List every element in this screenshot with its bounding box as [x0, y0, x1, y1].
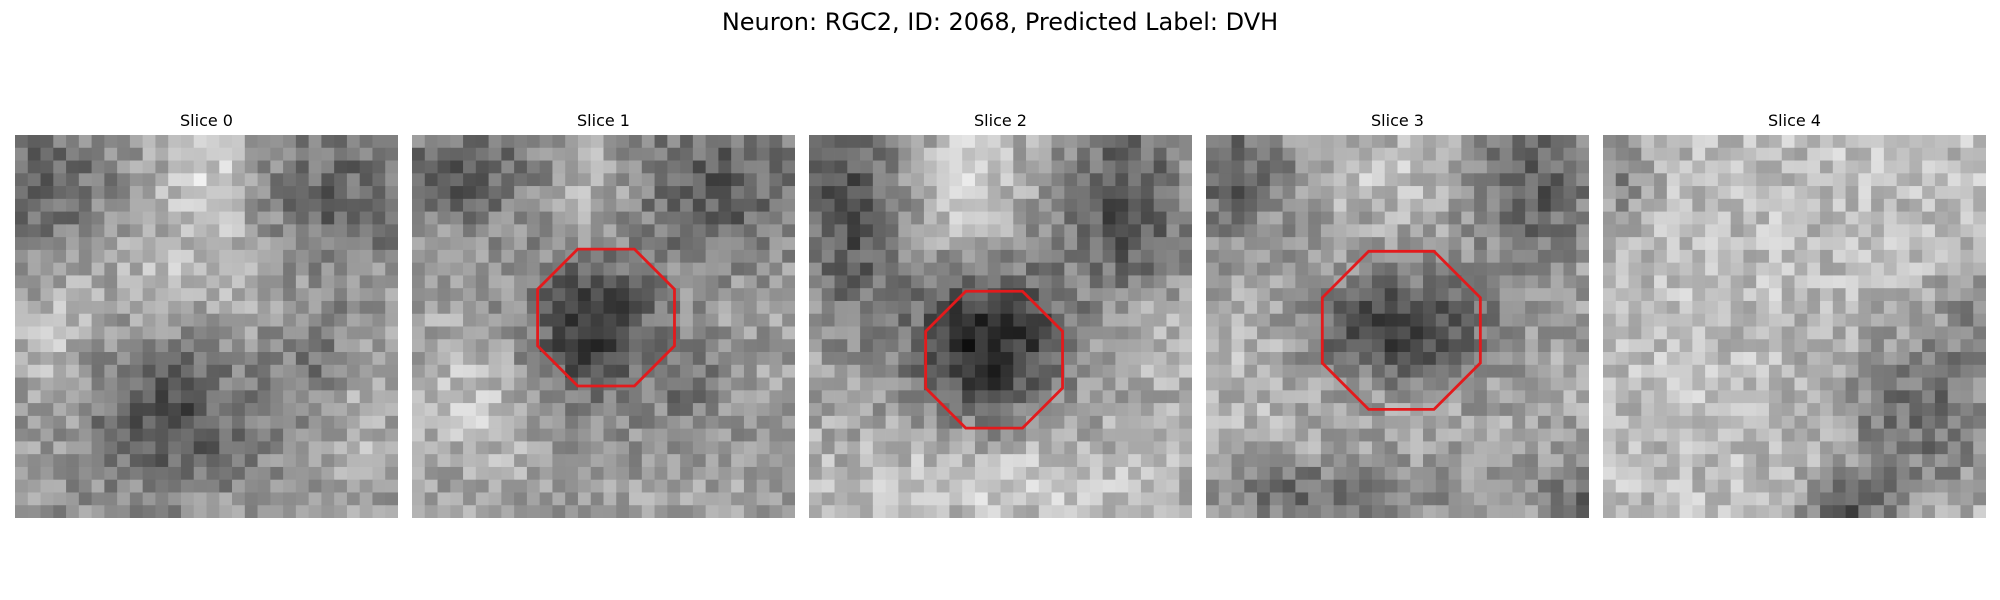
slice-panel-2: Slice 2 — [809, 108, 1192, 518]
slice-title: Slice 2 — [974, 111, 1027, 130]
slice-title: Slice 3 — [1371, 111, 1424, 130]
slice-image — [412, 135, 795, 518]
slice-image — [1603, 135, 1986, 518]
slice-panel-4: Slice 4 — [1603, 108, 1986, 518]
slice-title: Slice 4 — [1768, 111, 1821, 130]
slice-title: Slice 1 — [577, 111, 630, 130]
roi-outline — [1320, 249, 1482, 411]
roi-outline — [536, 247, 676, 388]
roi-outline — [924, 289, 1064, 430]
slice-image — [15, 135, 398, 518]
slice-panel-0: Slice 0 — [15, 108, 398, 518]
figure-title: Neuron: RGC2, ID: 2068, Predicted Label:… — [721, 8, 1279, 36]
slice-title: Slice 0 — [180, 111, 233, 130]
slice-image — [809, 135, 1192, 518]
slice-image — [1206, 135, 1589, 518]
slice-panel-3: Slice 3 — [1206, 108, 1589, 518]
slice-panel-1: Slice 1 — [412, 108, 795, 518]
